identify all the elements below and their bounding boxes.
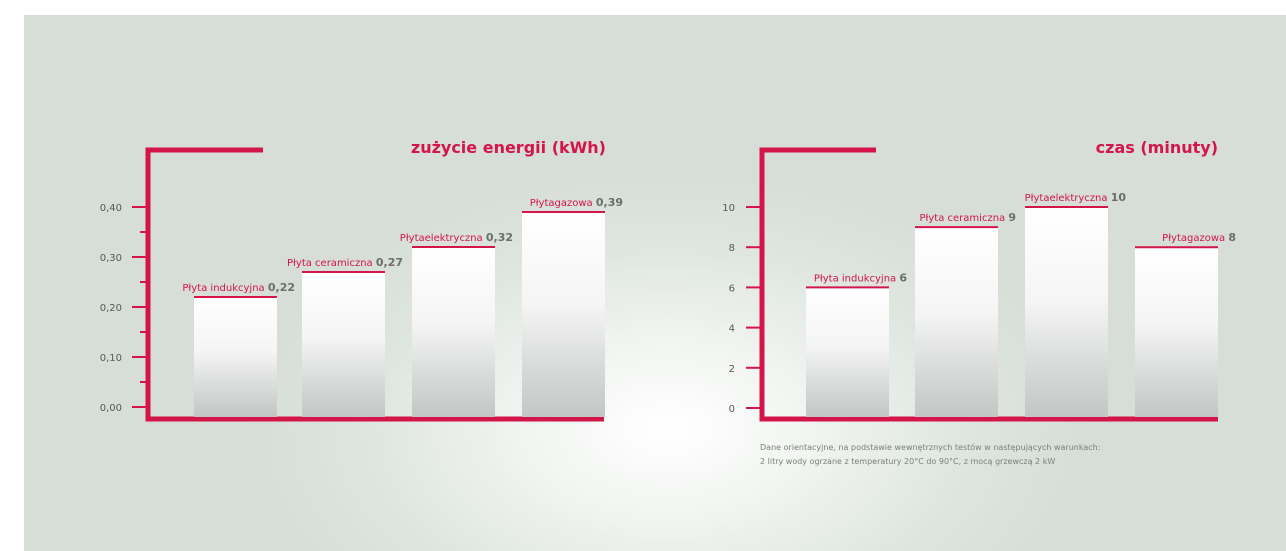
time-y-tick-label: 0 — [729, 404, 735, 415]
time-category-label: Płyta indukcyjna — [814, 273, 899, 284]
energy-y-tick-label: 0,00 — [100, 403, 122, 414]
energy-bar-label: Płytaelektryczna 0,32 — [400, 231, 513, 244]
time-value-label: 8 — [1228, 231, 1236, 244]
energy-chart-title: zużycie energii (kWh) — [411, 138, 606, 157]
energy-chart: zużycie energii (kWh) 0,000,100,200,300,… — [100, 138, 623, 422]
time-value-label: 10 — [1111, 191, 1127, 204]
time-bar — [1135, 247, 1218, 417]
time-category-label: Płytagazowa — [1162, 233, 1228, 244]
time-axis-frame — [759, 147, 1218, 422]
time-chart-title: czas (minuty) — [1096, 138, 1218, 157]
energy-value-label: 0,39 — [596, 196, 623, 209]
energy-category-label: Płyta indukcyjna — [182, 283, 267, 294]
time-value-label: 9 — [1008, 211, 1016, 224]
time-category-label: Płyta ceramiczna — [920, 213, 1009, 224]
footnote-line-1: Dane orientacyjne, na podstawie wewnętrz… — [760, 443, 1101, 452]
time-y-tick-label: 2 — [729, 364, 735, 375]
energy-bar — [194, 297, 277, 417]
energy-bar — [302, 272, 385, 417]
energy-bar — [412, 247, 495, 417]
energy-y-tick-label: 0,40 — [100, 203, 122, 214]
energy-bar-label: Płytagazowa 0,39 — [530, 196, 623, 209]
energy-chart-plot: 0,00 0,10 0,20 0,30 0,40 Płyta indukcyjna 0,2… — [100, 147, 623, 422]
time-y-tick-label: 4 — [729, 324, 735, 335]
energy-category-label: Płytaelektryczna — [400, 233, 486, 244]
time-bar — [915, 227, 998, 417]
energy-axis-frame — [145, 147, 604, 422]
footnote-line-2: 2 litry wody ogrzane z temperatury 20°C … — [760, 457, 1056, 466]
energy-bar-label: Płyta indukcyjna 0,22 — [182, 281, 295, 294]
energy-category-label: Płyta ceramiczna — [287, 258, 376, 269]
time-y-tick-label: 6 — [729, 283, 735, 294]
time-bar-label: Płytagazowa 8 — [1162, 231, 1236, 244]
footnote: Dane orientacyjne, na podstawie wewnętrz… — [760, 441, 1100, 469]
energy-category-label: Płytagazowa — [530, 198, 596, 209]
energy-value-label: 0,32 — [486, 231, 513, 244]
energy-y-tick-label: 0,10 — [100, 353, 122, 364]
time-chart-plot: 0 2 4 6 8 10 Płyta indukcyjna 6 Płyta ceramiczn… — [722, 147, 1236, 422]
energy-value-label: 0,27 — [376, 256, 403, 269]
energy-value-label: 0,22 — [268, 281, 295, 294]
time-y-tick-label: 10 — [722, 203, 735, 214]
time-bar-label: Płyta ceramiczna 9 — [920, 211, 1016, 224]
time-bar-label: Płytaelektryczna 10 — [1025, 191, 1127, 204]
energy-y-tick-label: 0,30 — [100, 253, 122, 264]
time-y-tick-label: 8 — [729, 243, 735, 254]
energy-bar-label: Płyta ceramiczna 0,27 — [287, 256, 403, 269]
time-category-label: Płytaelektryczna — [1025, 193, 1111, 204]
energy-bar — [522, 212, 605, 417]
time-bar-label: Płyta indukcyjna 6 — [814, 271, 907, 284]
time-value-label: 6 — [899, 271, 907, 284]
energy-y-tick-label: 0,20 — [100, 303, 122, 314]
time-bar — [1025, 207, 1108, 417]
time-bar — [806, 287, 889, 417]
